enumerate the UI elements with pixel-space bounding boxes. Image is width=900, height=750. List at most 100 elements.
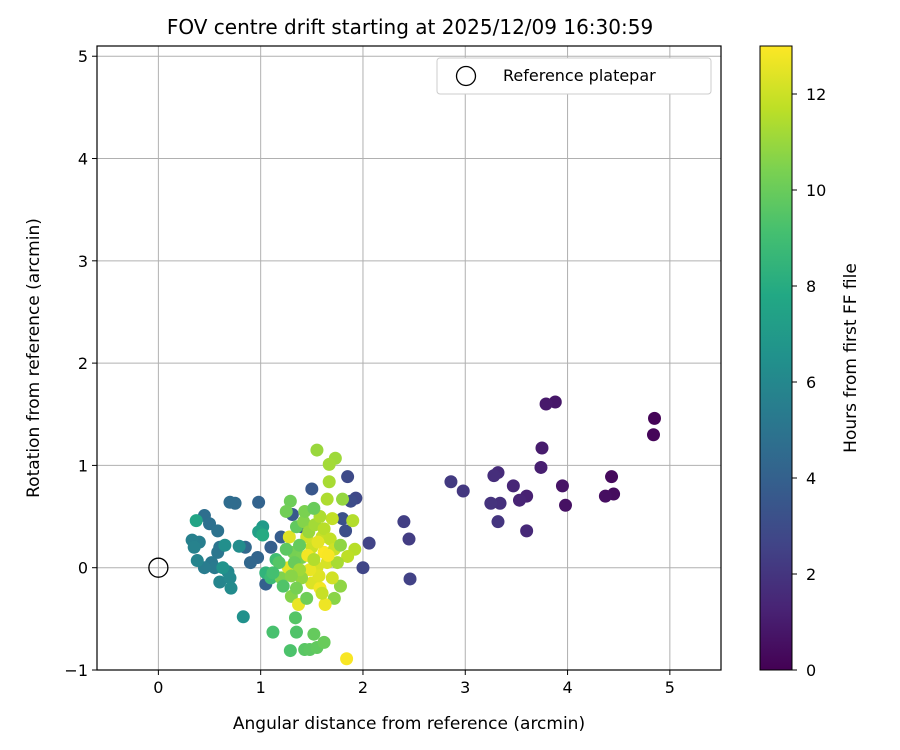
x-tick-label: 0 xyxy=(153,678,163,697)
scatter-point xyxy=(187,540,201,554)
colorbar-label: Hours from first FF file xyxy=(841,263,861,453)
scatter-point xyxy=(346,514,360,528)
scatter-point xyxy=(279,542,293,556)
scatter-point xyxy=(288,611,302,625)
y-tick-label: 5 xyxy=(78,47,88,66)
legend-reference-marker xyxy=(455,65,477,87)
scatter-point xyxy=(283,494,297,508)
scatter-point xyxy=(321,548,335,562)
scatter-point xyxy=(648,411,662,425)
scatter-point xyxy=(330,556,344,570)
scatter-point xyxy=(315,586,329,600)
scatter-point xyxy=(190,554,204,568)
scatter-point xyxy=(646,428,660,442)
colorbar-tick-label: 0 xyxy=(806,661,816,680)
y-tick-label: −1 xyxy=(64,661,88,680)
scatter-point xyxy=(266,566,280,580)
scatter-point xyxy=(539,397,553,411)
x-tick-label: 1 xyxy=(256,678,266,697)
x-axis-ticks: 0 1 2 3 4 5 xyxy=(153,670,675,697)
scatter-point xyxy=(300,591,314,605)
reference-platepar-point xyxy=(148,557,169,578)
scatter-point xyxy=(272,556,286,570)
scatter-point xyxy=(289,625,303,639)
scatter-point xyxy=(256,528,270,542)
scatter-point xyxy=(341,549,355,563)
scatter-point xyxy=(232,539,246,553)
scatter-point xyxy=(216,561,230,575)
scatter-point xyxy=(333,538,347,552)
scatter-point xyxy=(356,561,370,575)
scatter-point xyxy=(218,538,232,552)
scatter-point xyxy=(336,512,350,526)
scatter-point xyxy=(456,484,470,498)
scatter-point xyxy=(320,492,334,506)
y-tick-label: 4 xyxy=(78,150,88,169)
scatter-point xyxy=(317,522,331,536)
scatter-point xyxy=(189,514,203,528)
x-tick-label: 3 xyxy=(460,678,470,697)
scatter-point xyxy=(264,540,278,554)
reference-marker xyxy=(148,557,169,578)
scatter-point xyxy=(211,524,225,538)
scatter-point xyxy=(213,575,227,589)
scatter-point xyxy=(312,569,326,583)
scatter-point xyxy=(493,496,507,510)
colorbar-tick-label: 10 xyxy=(806,181,826,200)
scatter-point xyxy=(444,475,458,489)
scatter-point xyxy=(506,479,520,493)
scatter-point xyxy=(559,498,573,512)
scatter-point xyxy=(403,572,417,586)
scatter-point xyxy=(336,492,350,506)
scatter-point xyxy=(284,569,298,583)
scatter-point xyxy=(305,482,319,496)
scatter-point xyxy=(512,493,526,507)
scatter-point xyxy=(317,635,331,649)
scatter-point xyxy=(535,441,549,455)
scatter-point xyxy=(487,469,501,483)
legend-box xyxy=(436,57,712,95)
scatter-point xyxy=(223,495,237,509)
colorbar-tick-label: 8 xyxy=(806,277,816,296)
scatter-point xyxy=(224,581,238,595)
scatter-point xyxy=(236,610,250,624)
y-axis-ticks: −1 0 1 2 3 4 5 xyxy=(64,47,97,680)
scatter-point xyxy=(333,579,347,593)
colorbar: 0 2 4 6 8 10 12 Hours from first FF file xyxy=(759,45,861,680)
scatter-point xyxy=(307,553,321,567)
scatter-point xyxy=(279,504,293,518)
scatter-point xyxy=(491,515,505,529)
legend: Reference platepar xyxy=(436,57,712,95)
scatter-point xyxy=(323,532,337,546)
scatter-point xyxy=(322,475,336,489)
scatter-point xyxy=(307,627,321,641)
scatter-point xyxy=(303,563,317,577)
scatter-point xyxy=(223,571,237,585)
x-tick-label: 2 xyxy=(358,678,368,697)
colorbar-tick-label: 2 xyxy=(806,565,816,584)
scatter-point xyxy=(325,512,339,526)
scatter-point xyxy=(266,625,280,639)
scatter-point xyxy=(318,598,332,612)
scatter-point xyxy=(293,538,307,552)
colorbar-ticks: 0 2 4 6 8 10 12 xyxy=(792,85,826,680)
data-points xyxy=(185,395,662,666)
scatter-point xyxy=(310,443,324,457)
x-axis-label: Angular distance from reference (arcmin) xyxy=(233,714,585,734)
scatter-point xyxy=(362,536,376,550)
scatter-point xyxy=(307,501,321,515)
scatter-point xyxy=(340,652,354,666)
scatter-point xyxy=(311,535,325,549)
scatter-point xyxy=(252,495,266,509)
y-tick-label: 3 xyxy=(78,252,88,271)
legend-label: Reference platepar xyxy=(503,66,656,85)
scatter-point xyxy=(327,591,341,605)
scatter-point xyxy=(283,644,297,658)
scatter-point xyxy=(534,460,548,474)
grid xyxy=(97,46,721,671)
scatter-point xyxy=(598,489,612,503)
scatter-point xyxy=(484,496,498,510)
scatter-point xyxy=(297,515,311,529)
scatter-point xyxy=(397,515,411,529)
